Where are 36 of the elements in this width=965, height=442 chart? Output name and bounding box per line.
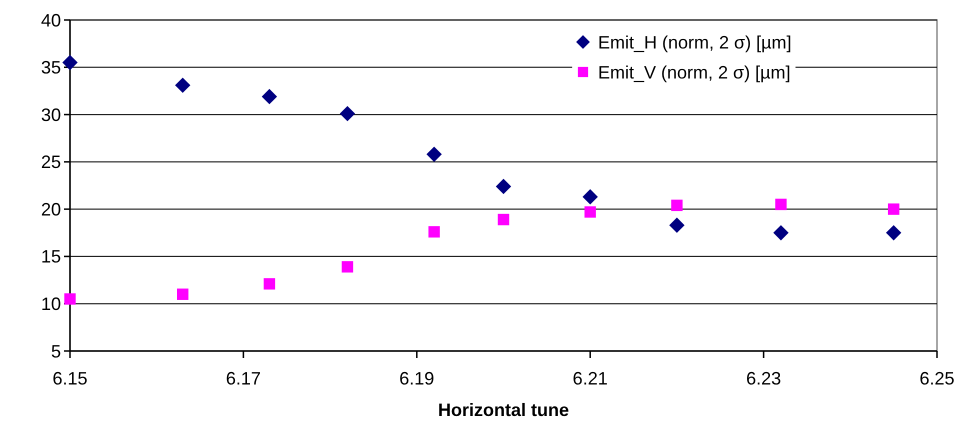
y-tick-label: 10 xyxy=(40,294,61,314)
point xyxy=(342,261,354,273)
x-tick-label: 6.15 xyxy=(52,368,88,388)
point xyxy=(775,198,787,210)
point xyxy=(177,288,188,300)
legend-label: Emit_V (norm, 2 σ) [µm] xyxy=(598,62,791,82)
point xyxy=(888,203,900,215)
point xyxy=(262,88,278,104)
y-tick-label: 15 xyxy=(40,246,61,267)
point xyxy=(175,78,190,93)
point xyxy=(584,206,596,218)
x-tick-label: 6.21 xyxy=(572,368,608,388)
x-axis-title: Horizontal tune xyxy=(438,400,569,420)
x-tick-label: 6.25 xyxy=(919,368,955,388)
x-tick-label: 6.23 xyxy=(746,368,782,388)
y-tick-label: 25 xyxy=(40,152,61,172)
point xyxy=(62,54,78,70)
point xyxy=(264,278,276,290)
point xyxy=(340,106,356,122)
y-tick-label: 40 xyxy=(40,10,61,30)
y-tick-label: 5 xyxy=(50,341,61,362)
y-tick-label: 20 xyxy=(40,199,61,220)
point xyxy=(773,225,789,240)
y-tick-label: 35 xyxy=(40,58,61,78)
point xyxy=(496,178,512,194)
point xyxy=(582,189,598,205)
point xyxy=(498,214,510,226)
point xyxy=(426,146,442,162)
point xyxy=(671,200,683,212)
legend-label: Emit_H (norm, 2 σ) [µm] xyxy=(598,32,792,52)
point xyxy=(428,226,440,238)
point xyxy=(886,225,902,240)
y-tick-label: 30 xyxy=(40,104,61,125)
point xyxy=(669,218,685,233)
x-tick-label: 6.19 xyxy=(399,368,434,388)
x-tick-label: 6.17 xyxy=(226,368,261,388)
